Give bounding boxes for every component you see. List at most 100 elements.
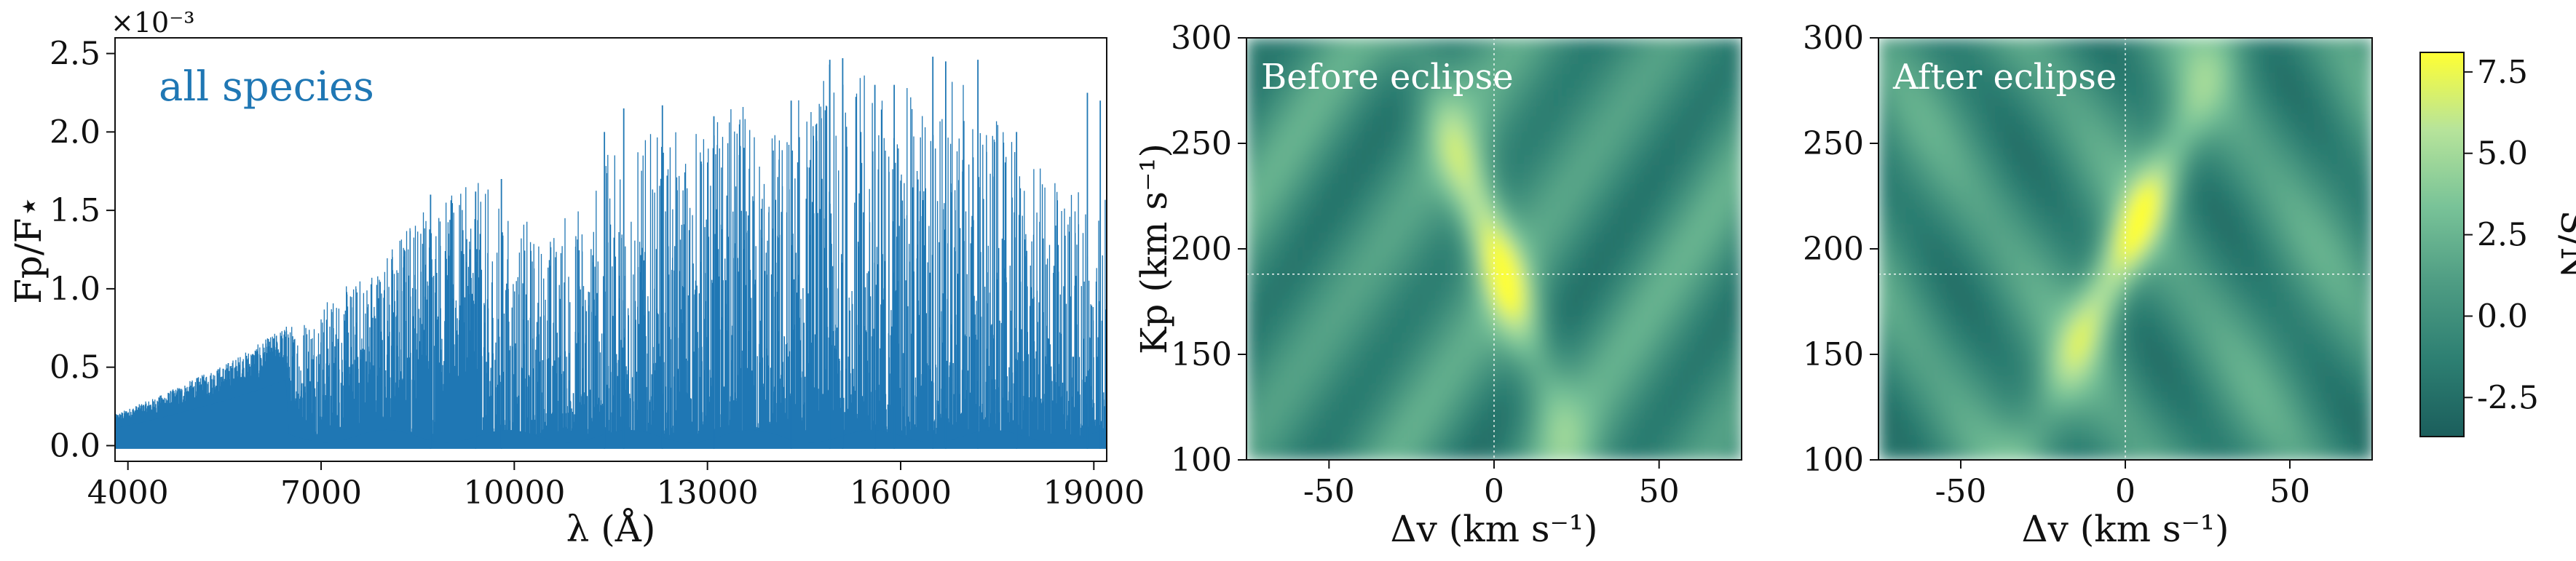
heatmap-cell bbox=[1403, 172, 1413, 183]
heatmap-cell bbox=[2026, 266, 2036, 275]
heatmap-cell bbox=[1271, 207, 1281, 216]
heatmap-cell bbox=[1527, 63, 1536, 73]
heatmap-cell bbox=[2183, 400, 2192, 410]
heatmap-cell bbox=[1362, 274, 1372, 284]
heatmap-cell bbox=[1675, 434, 1685, 444]
heatmap-cell bbox=[1354, 80, 1363, 89]
heatmap-cell bbox=[1667, 333, 1677, 343]
heatmap-cell bbox=[1312, 274, 1322, 284]
heatmap-cell bbox=[1354, 442, 1363, 453]
heatmap-cell bbox=[1246, 38, 1256, 47]
heatmap-cell bbox=[1287, 139, 1297, 148]
heatmap-cell bbox=[2010, 274, 2020, 284]
heatmap-cell bbox=[1733, 392, 1742, 402]
heatmap-cell bbox=[2059, 341, 2069, 351]
heatmap-cell bbox=[1461, 97, 1471, 106]
heatmap-cell bbox=[1461, 383, 1471, 394]
heatmap-cell bbox=[1903, 274, 1913, 284]
heatmap-cell bbox=[2314, 392, 2324, 402]
heatmap-cell bbox=[1287, 358, 1297, 368]
heatmap-cell bbox=[1510, 147, 1520, 157]
heatmap-cell bbox=[1378, 333, 1388, 343]
heatmap-cell bbox=[1477, 181, 1487, 191]
heatmap-cell bbox=[2339, 434, 2349, 444]
heatmap-cell bbox=[1568, 350, 1578, 359]
heatmap-cell bbox=[1485, 156, 1496, 166]
heatmap-cell bbox=[2034, 451, 2044, 460]
heatmap-cell bbox=[1312, 418, 1322, 427]
heatmap-cell bbox=[1510, 383, 1520, 394]
heatmap-cell bbox=[1436, 156, 1446, 166]
heatmap-cell bbox=[1287, 38, 1297, 47]
heatmap-cell bbox=[2265, 274, 2275, 284]
heatmap-cell bbox=[2174, 282, 2184, 293]
heatmap-cell bbox=[1477, 367, 1487, 377]
heatmap-cell bbox=[2084, 282, 2093, 293]
heatmap-cell bbox=[1279, 358, 1289, 368]
heatmap-cell bbox=[2158, 282, 2168, 293]
heatmap-cell bbox=[2265, 418, 2275, 427]
heatmap-cell bbox=[1659, 55, 1669, 64]
heatmap-cell bbox=[2101, 231, 2110, 242]
heatmap-cell bbox=[1428, 215, 1437, 225]
heatmap-cell bbox=[1717, 189, 1726, 199]
heatmap-cell bbox=[2224, 341, 2234, 351]
heatmap-cell bbox=[1944, 266, 1953, 275]
heatmap-cell bbox=[2076, 223, 2085, 233]
heatmap-cell bbox=[1461, 249, 1471, 258]
heatmap-cell bbox=[1683, 80, 1694, 89]
heatmap-cell bbox=[1683, 383, 1694, 394]
heatmap-cell bbox=[1659, 341, 1669, 351]
heatmap-cell bbox=[2010, 257, 2020, 267]
heatmap-cell bbox=[1634, 308, 1644, 317]
heatmap-cell bbox=[1494, 350, 1504, 359]
heatmap-cell bbox=[1700, 442, 1710, 453]
heatmap-cell bbox=[1255, 249, 1264, 258]
heatmap-cell bbox=[1346, 122, 1355, 132]
heatmap-cell bbox=[1519, 409, 1528, 419]
heatmap-cell bbox=[1271, 442, 1281, 453]
heatmap-cell bbox=[1362, 367, 1372, 377]
heatmap-cell bbox=[1453, 198, 1462, 208]
heatmap-cell bbox=[1279, 316, 1289, 326]
heatmap-cell bbox=[2002, 442, 2011, 453]
heatmap-cell bbox=[1700, 97, 1710, 106]
heatmap-cell bbox=[1378, 426, 1388, 436]
heatmap-cell bbox=[1535, 392, 1545, 402]
heatmap-cell bbox=[1428, 207, 1437, 216]
heatmap-cell bbox=[1708, 400, 1718, 410]
heatmap-cell bbox=[1527, 71, 1536, 81]
heatmap-cell bbox=[1626, 189, 1635, 199]
heatmap-cell bbox=[1667, 409, 1677, 419]
heatmap-cell bbox=[1321, 274, 1330, 284]
heatmap-cell bbox=[1485, 164, 1496, 174]
heatmap-cell bbox=[1246, 207, 1256, 216]
heatmap-cell bbox=[2149, 451, 2160, 460]
heatmap-cell bbox=[2166, 249, 2176, 258]
heatmap-cell bbox=[2208, 223, 2217, 233]
heatmap-cell bbox=[2084, 350, 2093, 359]
heatmap-cell bbox=[1304, 400, 1313, 410]
heatmap-cell bbox=[1651, 249, 1660, 258]
heatmap-cell bbox=[1362, 341, 1372, 351]
heatmap-cell bbox=[1304, 231, 1313, 242]
heatmap-cell bbox=[1535, 156, 1545, 166]
heatmap-cell bbox=[2051, 266, 2061, 275]
heatmap-cell bbox=[2092, 274, 2102, 284]
heatmap-cell bbox=[2034, 392, 2044, 402]
heatmap-cell bbox=[2191, 207, 2200, 216]
heatmap-cell bbox=[1485, 181, 1496, 191]
heatmap-cell bbox=[1552, 291, 1561, 301]
heatmap-cell bbox=[1535, 375, 1545, 385]
heatmap-cell bbox=[2232, 266, 2242, 275]
heatmap-cell bbox=[2084, 400, 2093, 410]
heatmap-cell bbox=[1469, 291, 1479, 301]
heatmap-cell bbox=[1535, 249, 1545, 258]
heatmap-cell bbox=[1370, 139, 1380, 148]
heatmap-cell bbox=[2339, 426, 2349, 436]
heatmap-cell bbox=[1527, 341, 1536, 351]
heatmap-cell bbox=[2273, 409, 2283, 419]
heatmap-cell bbox=[1370, 172, 1380, 183]
heatmap-cell bbox=[1552, 341, 1561, 351]
heatmap-cell bbox=[2010, 240, 2020, 250]
